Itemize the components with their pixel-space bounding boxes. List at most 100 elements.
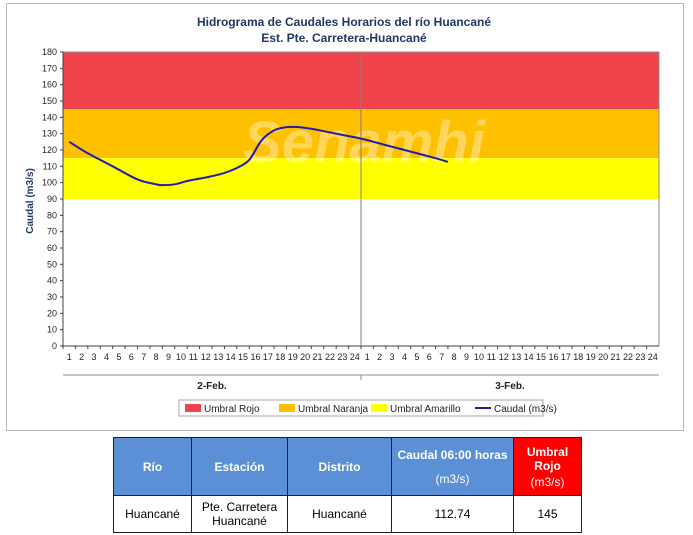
- header-caudal-label: Caudal 06:00 horas: [397, 447, 508, 462]
- x-tick-label: 16: [548, 352, 558, 362]
- x-tick-label: 21: [611, 352, 621, 362]
- chart-subtitle: Est. Pte. Carretera-Huancané: [261, 31, 427, 45]
- x-tick-label: 22: [623, 352, 633, 362]
- x-tick-label: 1: [67, 352, 72, 362]
- y-tick-label: 130: [42, 129, 57, 139]
- legend-label: Umbral Amarillo: [390, 404, 461, 415]
- legend-swatch: [371, 404, 387, 412]
- x-tick-label: 15: [238, 352, 248, 362]
- x-tick-label: 12: [201, 352, 211, 362]
- x-tick-label: 8: [154, 352, 159, 362]
- x-tick-label: 15: [536, 352, 546, 362]
- x-tick-label: 10: [474, 352, 484, 362]
- y-tick-label: 0: [52, 341, 57, 351]
- y-axis-ticks: 0 10 20 30 40 50 60 70 80 90 100 110 120 130 140 150 160…: [42, 47, 63, 351]
- x-tick-label: 14: [226, 352, 236, 362]
- series-line-caudal: [68, 125, 449, 187]
- y-tick-label: 180: [42, 47, 57, 57]
- legend-label: Umbral Rojo: [204, 404, 260, 415]
- x-tick-label: 11: [487, 352, 496, 362]
- table-header-row: Río Estación Distrito Caudal 06:00 horas…: [113, 437, 582, 496]
- y-tick-label: 50: [47, 259, 57, 269]
- header-distrito: Distrito: [287, 437, 392, 496]
- x-tick-label: 20: [598, 352, 608, 362]
- x-tick-label: 3: [390, 352, 395, 362]
- y-tick-label: 150: [42, 96, 57, 106]
- x-tick-label: 6: [427, 352, 432, 362]
- chart-title: Hidrograma de Caudales Horarios del río …: [197, 15, 491, 29]
- x-tick-label: 14: [524, 352, 534, 362]
- x-tick-label: 4: [104, 352, 109, 362]
- x-tick-label: 22: [325, 352, 335, 362]
- x-tick-label: 24: [648, 352, 658, 362]
- chart-container: Hidrograma de Caudales Horarios del río …: [6, 3, 684, 431]
- header-rio: Río: [113, 437, 192, 496]
- y-tick-label: 170: [42, 63, 57, 73]
- series-lines: [68, 125, 449, 187]
- y-tick-label: 160: [42, 80, 57, 90]
- y-tick-label: 30: [47, 292, 57, 302]
- x-tick-label: 10: [176, 352, 186, 362]
- x-tick-label: 19: [288, 352, 298, 362]
- y-tick-label: 60: [47, 243, 57, 253]
- x-tick-label: 18: [275, 352, 285, 362]
- legend-box: [178, 399, 544, 417]
- day-label: 3-Feb.: [495, 381, 525, 392]
- x-axis-ticks: 1 2 3 4 5 6 7 8 9 10 11 12 13 14 15 16 17 18 19 20 21 22 23 24 1…: [62, 346, 658, 362]
- legend-label: Caudal (m3/s): [494, 404, 557, 415]
- x-tick-label: 9: [166, 352, 171, 362]
- day-label: 2-Feb.: [197, 381, 227, 392]
- x-tick-label: 13: [511, 352, 521, 362]
- x-tick-label: 7: [141, 352, 146, 362]
- table-row: Huancané Pte. Carretera Huancané Huancan…: [113, 495, 582, 533]
- y-tick-label: 80: [47, 210, 57, 220]
- cell-estacion: Pte. Carretera Huancané: [191, 495, 288, 533]
- y-tick-label: 140: [42, 112, 57, 122]
- x-tick-label: 23: [635, 352, 645, 362]
- x-tick-label: 5: [116, 352, 121, 362]
- hydrograph-chart: Hidrograma de Caudales Horarios del río …: [25, 15, 660, 417]
- x-tick-label: 19: [586, 352, 596, 362]
- legend-label: Umbral Naranja: [298, 404, 368, 415]
- x-tick-label: 21: [313, 352, 323, 362]
- header-caudal: Caudal 06:00 horas (m3/s): [391, 437, 514, 496]
- x-tick-label: 24: [350, 352, 360, 362]
- y-tick-label: 120: [42, 145, 57, 155]
- x-tick-label: 23: [337, 352, 347, 362]
- x-tick-label: 16: [250, 352, 260, 362]
- header-umbral-label: Umbral Rojo: [526, 444, 569, 473]
- y-tick-label: 10: [47, 325, 57, 335]
- x-tick-label: 9: [464, 352, 469, 362]
- x-tick-label: 3: [92, 352, 97, 362]
- header-umbral: Umbral Rojo (m3/s): [513, 437, 582, 496]
- x-tick-label: 6: [129, 352, 134, 362]
- y-tick-label: 40: [47, 276, 57, 286]
- y-axis-label: Caudal (m3/s): [25, 168, 36, 234]
- cell-estacion-line1: Pte. Carretera: [201, 500, 278, 514]
- y-tick-label: 90: [47, 194, 57, 204]
- cell-estacion-line2: Huancané: [212, 514, 267, 528]
- chart-legend: Umbral Rojo Umbral Naranja Umbral Amarillo…: [178, 399, 557, 417]
- day-group-labels: 2-Feb. 3-Feb.: [63, 374, 659, 392]
- x-tick-label: 18: [573, 352, 583, 362]
- cell-distrito: Huancané: [287, 495, 392, 533]
- x-tick-label: 12: [499, 352, 509, 362]
- x-tick-label: 17: [561, 352, 571, 362]
- watermark-logo: Senamhi: [243, 110, 487, 175]
- x-tick-label: 17: [263, 352, 273, 362]
- y-tick-label: 70: [47, 227, 57, 237]
- legend-swatch: [279, 404, 295, 412]
- x-tick-label: 4: [402, 352, 407, 362]
- x-tick-label: 2: [79, 352, 84, 362]
- x-tick-label: 20: [300, 352, 310, 362]
- summary-table: Río Estación Distrito Caudal 06:00 horas…: [113, 437, 582, 533]
- x-tick-label: 2: [377, 352, 382, 362]
- header-umbral-unit: (m3/s): [530, 474, 565, 489]
- y-tick-label: 110: [43, 161, 57, 171]
- x-tick-label: 7: [439, 352, 444, 362]
- y-tick-label: 100: [42, 178, 57, 188]
- y-tick-label: 20: [47, 308, 57, 318]
- x-tick-label: 1: [365, 352, 370, 362]
- legend-swatch: [185, 404, 201, 412]
- x-tick-label: 8: [452, 352, 457, 362]
